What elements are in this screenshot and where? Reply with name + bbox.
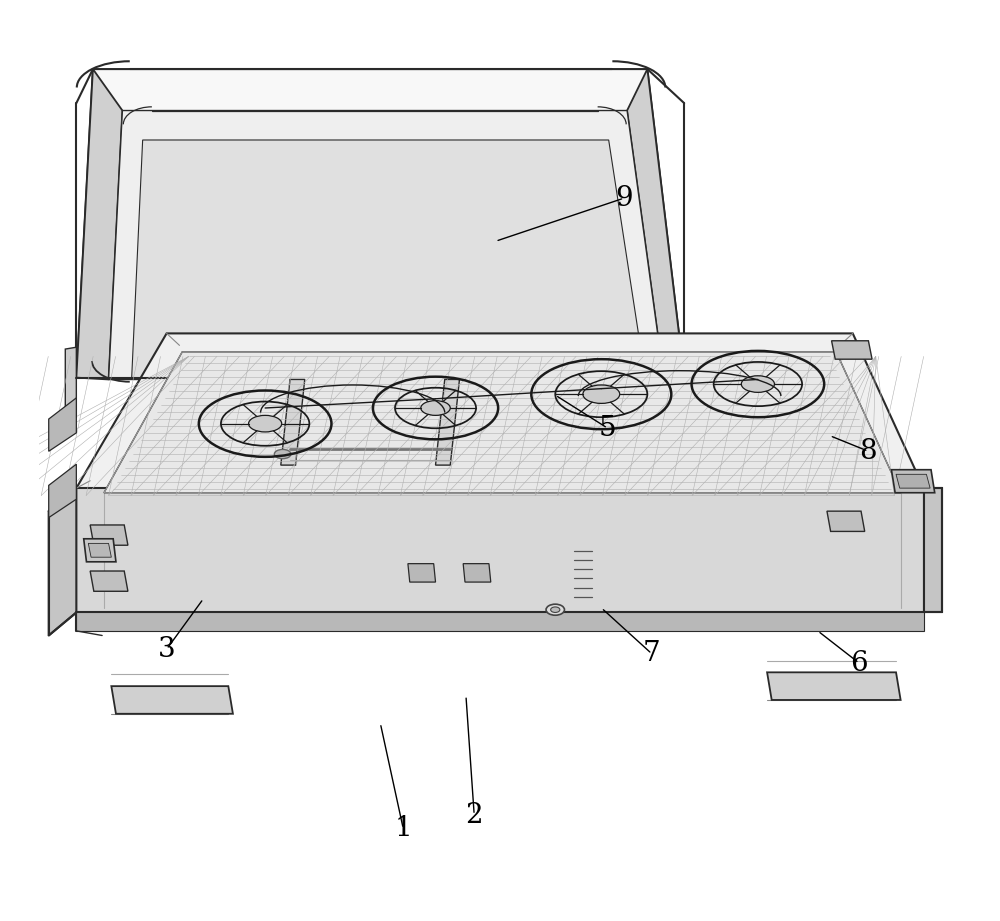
Polygon shape [408, 564, 436, 582]
Text: 7: 7 [643, 640, 661, 668]
Polygon shape [924, 488, 942, 612]
Text: 6: 6 [850, 649, 868, 677]
Ellipse shape [551, 607, 560, 612]
Polygon shape [111, 686, 233, 714]
Ellipse shape [546, 604, 564, 615]
Text: 8: 8 [860, 437, 877, 465]
Ellipse shape [249, 415, 282, 432]
Polygon shape [891, 470, 935, 493]
Polygon shape [463, 564, 491, 582]
Polygon shape [132, 140, 646, 379]
Polygon shape [90, 571, 128, 591]
Polygon shape [281, 379, 305, 465]
Polygon shape [76, 612, 924, 631]
Text: 1: 1 [394, 815, 412, 843]
Ellipse shape [583, 385, 620, 403]
Polygon shape [76, 69, 684, 378]
Text: 9: 9 [616, 184, 633, 212]
Polygon shape [84, 539, 116, 562]
Polygon shape [49, 488, 76, 635]
Polygon shape [49, 398, 76, 451]
Polygon shape [65, 347, 76, 419]
Polygon shape [88, 543, 111, 557]
Ellipse shape [741, 376, 774, 392]
Polygon shape [49, 464, 76, 518]
Text: 2: 2 [465, 801, 483, 829]
Polygon shape [436, 379, 459, 465]
Polygon shape [104, 352, 901, 493]
Polygon shape [76, 488, 924, 612]
Text: 5: 5 [599, 414, 617, 442]
Polygon shape [896, 474, 930, 488]
Ellipse shape [274, 449, 291, 459]
Polygon shape [90, 525, 128, 545]
Text: 3: 3 [158, 635, 175, 663]
Polygon shape [767, 672, 901, 700]
Polygon shape [109, 111, 664, 379]
Polygon shape [627, 69, 684, 379]
Polygon shape [76, 69, 122, 379]
Polygon shape [76, 333, 924, 488]
Ellipse shape [421, 401, 450, 415]
Polygon shape [832, 341, 872, 359]
Polygon shape [827, 511, 865, 531]
